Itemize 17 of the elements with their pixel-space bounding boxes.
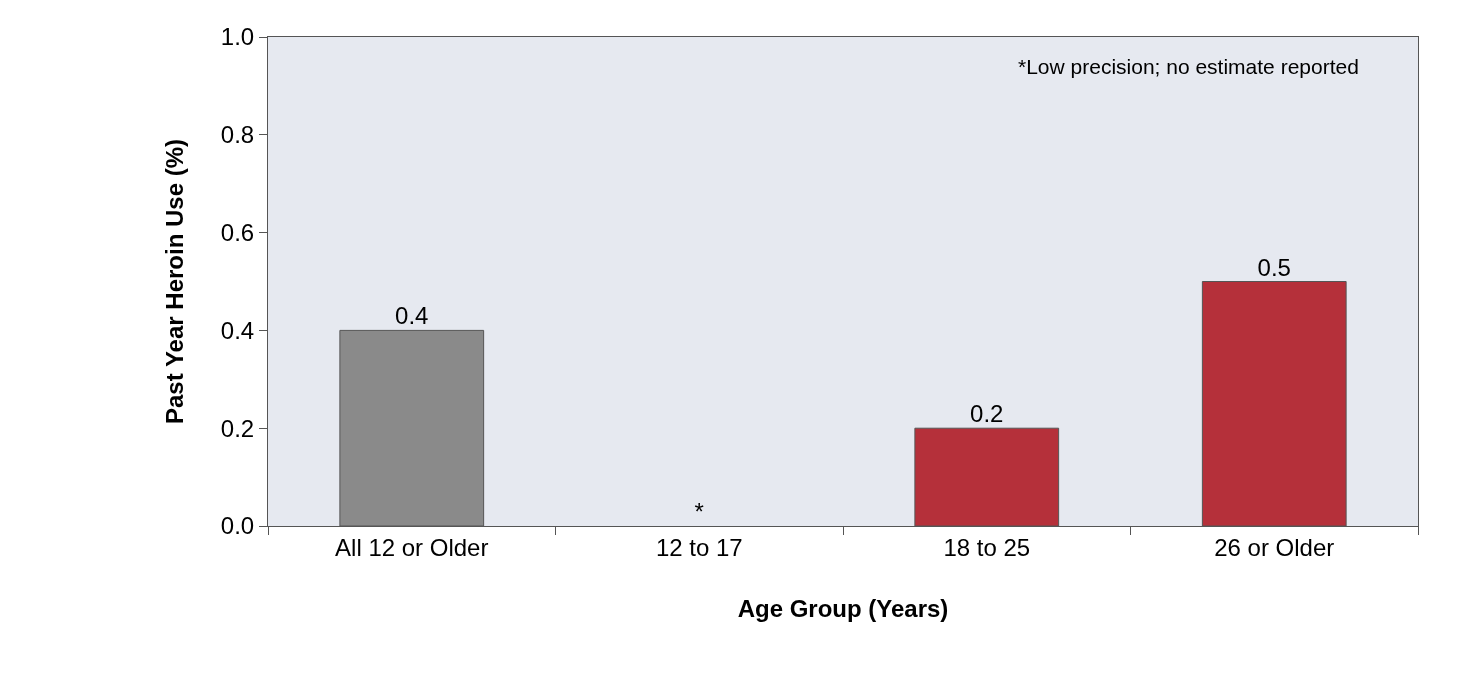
x-tick-label: 12 to 17	[655, 533, 743, 561]
data-label: 0.2	[970, 400, 1004, 428]
data-label: 0.4	[395, 302, 429, 330]
y-tick-label: 0.8	[220, 121, 255, 149]
y-tick-label: 0.2	[220, 414, 255, 442]
x-tick-label: 26 or Older	[1214, 533, 1335, 561]
x-axis-title: Age Group (Years)	[737, 595, 949, 623]
annotation: *Low precision; no estimate reported	[1018, 55, 1359, 78]
data-label: 0.5	[1257, 253, 1291, 281]
y-tick-label: 0.4	[220, 316, 255, 344]
text: *	[694, 498, 704, 525]
y-tick-label: 0.0	[220, 512, 255, 540]
x-tick-label: All 12 or Older	[335, 533, 489, 561]
y-tick-label: 1.0	[220, 23, 255, 51]
y-axis-title: Past Year Heroin Use (%)	[160, 138, 188, 425]
y-tick-label: 0.6	[220, 219, 255, 246]
x-tick-label: 18 to 25	[943, 533, 1031, 561]
